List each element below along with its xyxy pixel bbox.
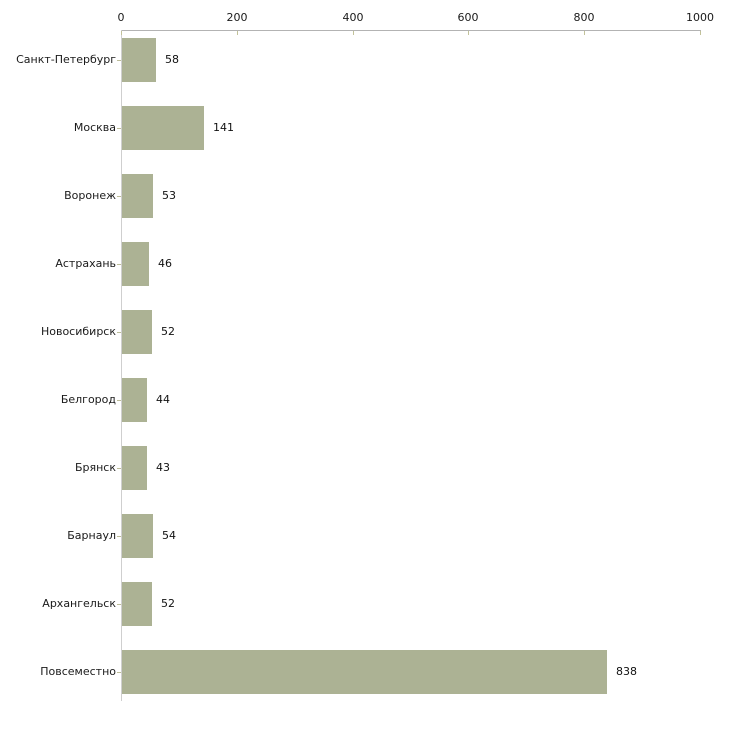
x-axis-tick-label: 400 [342,11,364,24]
category-label: Воронеж [64,189,116,202]
x-axis-tick-label: 800 [573,11,595,24]
value-label: 44 [156,393,170,406]
x-axis-tick [468,31,469,35]
x-axis-tick [353,31,354,35]
category-label: Санкт-Петербург [16,53,116,66]
category-label: Белгород [60,393,116,406]
category-tick [117,196,121,197]
x-axis-tick [700,31,701,35]
x-axis-tick [121,31,122,35]
x-axis-tick-label: 0 [117,11,125,24]
x-axis-tick-label: 600 [457,11,479,24]
bar [122,174,153,218]
category-label: Барнаул [67,529,116,542]
value-label: 53 [162,189,176,202]
category-tick [117,128,121,129]
x-axis-line [121,30,701,31]
value-label: 54 [162,529,176,542]
bar [122,582,152,626]
category-label: Повсеместно [40,665,116,678]
bar [122,650,607,694]
y-axis-line [121,30,122,701]
bar [122,514,153,558]
bar [122,242,149,286]
category-label: Новосибирск [40,325,116,338]
bar [122,310,152,354]
category-tick [117,332,121,333]
category-tick [117,604,121,605]
bar [122,378,147,422]
bar [122,38,156,82]
value-label: 43 [156,461,170,474]
value-label: 141 [213,121,234,134]
bar [122,106,204,150]
category-tick [117,468,121,469]
value-label: 52 [161,597,175,610]
value-label: 838 [616,665,637,678]
value-label: 46 [158,257,172,270]
category-label: Архангельск [42,597,116,610]
x-axis-tick [237,31,238,35]
value-label: 58 [165,53,179,66]
category-label: Астрахань [55,257,116,270]
bar [122,446,147,490]
category-tick [117,672,121,673]
category-tick [117,264,121,265]
category-label: Москва [73,121,116,134]
x-axis-tick-label: 1000 [686,11,714,24]
x-axis-tick-label: 200 [226,11,248,24]
category-label: Брянск [74,461,116,474]
category-tick [117,400,121,401]
value-label: 52 [161,325,175,338]
category-tick [117,536,121,537]
x-axis-tick [584,31,585,35]
category-tick [117,60,121,61]
